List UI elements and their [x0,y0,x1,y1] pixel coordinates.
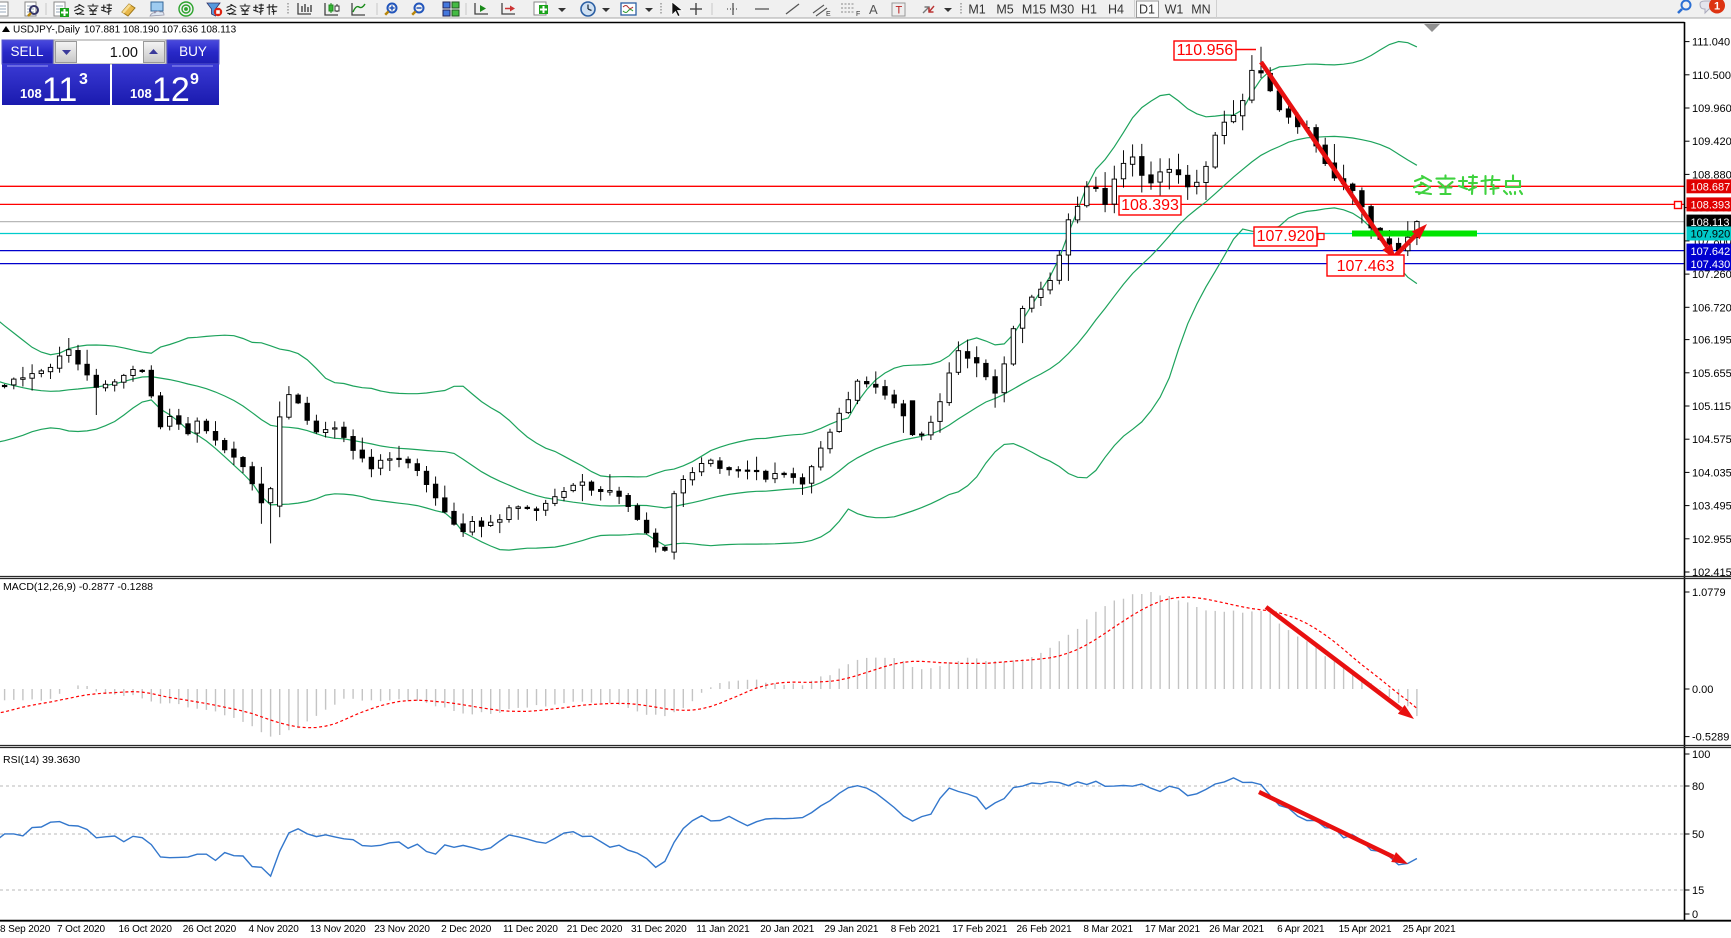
svg-text:W1: W1 [1165,3,1184,17]
svg-text:1: 1 [1714,1,1720,13]
svg-text:15 Apr 2021: 15 Apr 2021 [1339,924,1392,935]
svg-text:102.955: 102.955 [1692,534,1731,546]
svg-text:M30: M30 [1050,3,1074,17]
svg-text:13 Nov 2020: 13 Nov 2020 [310,924,366,935]
svg-text:0.00: 0.00 [1692,684,1713,696]
svg-text:110.956: 110.956 [1177,42,1234,59]
svg-text:109.420: 109.420 [1692,136,1731,148]
svg-text:M1: M1 [968,3,985,17]
svg-text:107.920: 107.920 [1257,228,1315,245]
svg-text:H4: H4 [1108,3,1124,17]
svg-text:11 Jan 2021: 11 Jan 2021 [696,924,750,935]
svg-text:RSI(14) 39.3630: RSI(14) 39.3630 [3,754,80,766]
svg-text:107.920: 107.920 [1691,229,1731,241]
svg-text:21 Dec 2020: 21 Dec 2020 [567,924,623,935]
svg-text:MACD(12,26,9) -0.2877 -0.1288: MACD(12,26,9) -0.2877 -0.1288 [3,581,153,593]
svg-text:50: 50 [1692,829,1704,841]
svg-text:107.260: 107.260 [1692,269,1731,281]
svg-text:A: A [869,2,878,17]
svg-text:100: 100 [1692,749,1710,761]
svg-text:108.393: 108.393 [1121,197,1179,214]
svg-text:26 Mar 2021: 26 Mar 2021 [1209,924,1265,935]
svg-text:105.115: 105.115 [1692,401,1731,413]
svg-text:3: 3 [79,71,88,88]
svg-text:8 Sep 2020: 8 Sep 2020 [0,924,51,935]
svg-text:H1: H1 [1081,3,1097,17]
svg-text:USDJPY-,Daily: USDJPY-,Daily [13,25,80,36]
svg-text:16 Oct 2020: 16 Oct 2020 [119,924,173,935]
svg-text:29 Jan 2021: 29 Jan 2021 [824,924,878,935]
svg-text:20 Jan 2021: 20 Jan 2021 [760,924,814,935]
svg-text:2 Dec 2020: 2 Dec 2020 [441,924,492,935]
svg-text:F: F [856,11,860,18]
svg-text:105.655: 105.655 [1692,368,1731,380]
svg-text:1.00: 1.00 [110,45,138,61]
svg-text:107.642: 107.642 [1691,246,1731,258]
svg-text:BUY: BUY [179,44,207,59]
svg-text:-0.5289: -0.5289 [1692,732,1729,744]
svg-text:11: 11 [42,71,77,109]
svg-text:107.430: 107.430 [1691,259,1731,271]
svg-text:E: E [826,11,831,18]
svg-text:104.035: 104.035 [1692,467,1731,479]
svg-text:107.881 108.190 107.636 108.11: 107.881 108.190 107.636 108.113 [84,25,237,36]
svg-text:D1: D1 [1139,3,1155,17]
svg-text:12: 12 [152,71,190,109]
svg-text:104.575: 104.575 [1692,434,1731,446]
svg-text:25 Apr 2021: 25 Apr 2021 [1403,924,1456,935]
svg-text:108: 108 [130,86,152,101]
svg-text:SELL: SELL [10,44,44,59]
svg-text:26 Oct 2020: 26 Oct 2020 [183,924,237,935]
svg-text:103.495: 103.495 [1692,501,1731,513]
svg-text:108.880: 108.880 [1692,169,1731,181]
svg-text:9: 9 [190,71,199,88]
svg-text:M15: M15 [1022,3,1046,17]
svg-text:T: T [896,5,903,17]
svg-text:106.720: 106.720 [1692,302,1731,314]
svg-text:15: 15 [1692,885,1704,897]
svg-text:17 Feb 2021: 17 Feb 2021 [952,924,1008,935]
svg-text:106.195: 106.195 [1692,335,1731,347]
svg-text:1.0779: 1.0779 [1692,587,1726,599]
svg-text:110.500: 110.500 [1692,70,1731,82]
svg-text:8 Mar 2021: 8 Mar 2021 [1083,924,1133,935]
svg-text:MN: MN [1191,3,1210,17]
svg-text:23 Nov 2020: 23 Nov 2020 [374,924,430,935]
svg-text:26 Feb 2021: 26 Feb 2021 [1016,924,1072,935]
svg-text:102.415: 102.415 [1692,567,1731,579]
svg-text:107.463: 107.463 [1337,258,1395,275]
svg-text:0: 0 [1692,909,1698,921]
svg-text:17 Mar 2021: 17 Mar 2021 [1145,924,1201,935]
svg-text:M5: M5 [996,3,1013,17]
svg-text:108.393: 108.393 [1691,200,1731,212]
svg-text:11 Dec 2020: 11 Dec 2020 [503,924,558,935]
svg-text:111.040: 111.040 [1692,37,1730,49]
svg-text:6 Apr 2021: 6 Apr 2021 [1277,924,1325,935]
svg-text:109.960: 109.960 [1692,103,1731,115]
svg-text:108.113: 108.113 [1691,217,1730,229]
svg-text:8 Feb 2021: 8 Feb 2021 [891,924,941,935]
svg-text:80: 80 [1692,781,1704,793]
svg-text:108.687: 108.687 [1691,182,1731,194]
svg-text:4 Nov 2020: 4 Nov 2020 [249,924,300,935]
svg-text:108: 108 [20,86,42,101]
svg-text:31 Dec 2020: 31 Dec 2020 [631,924,687,935]
svg-text:7 Oct 2020: 7 Oct 2020 [57,924,105,935]
